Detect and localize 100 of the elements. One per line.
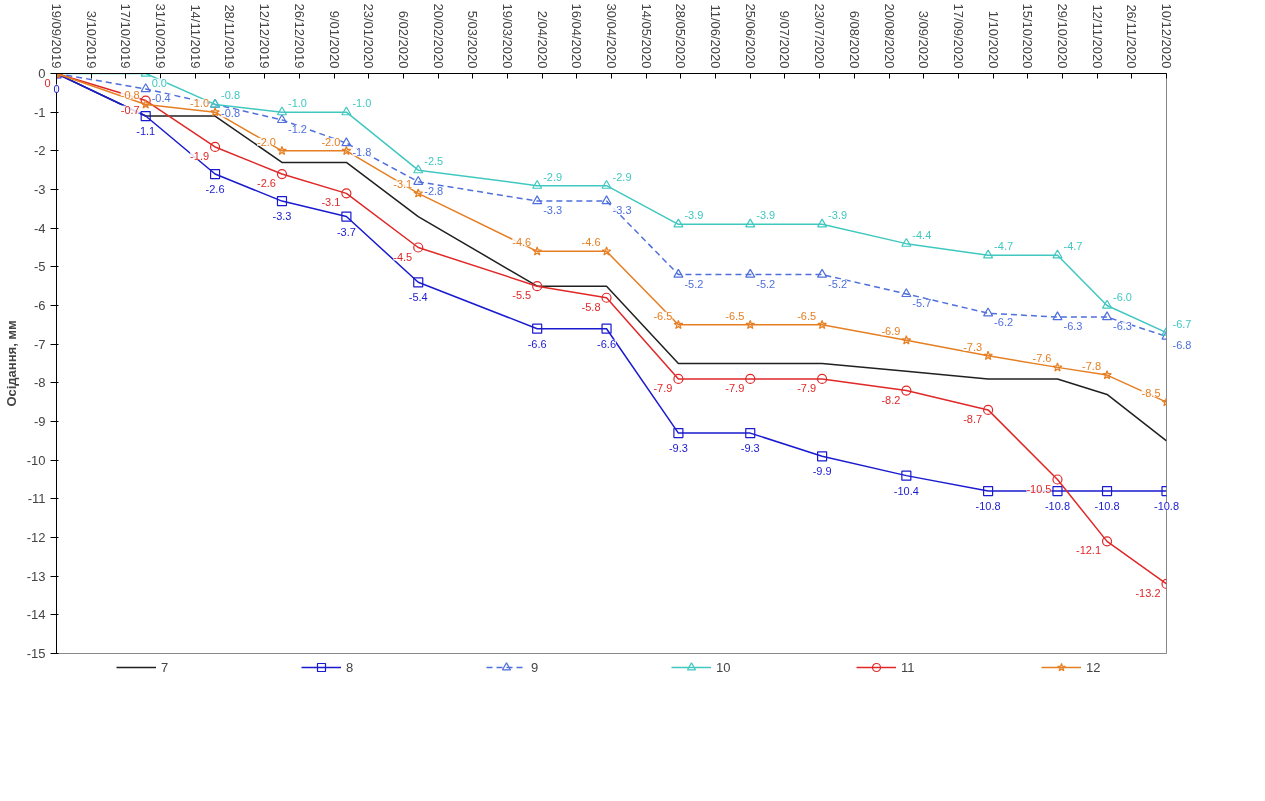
data-label: -6.3: [1063, 320, 1083, 333]
x-tick-label: 28/11/2019: [222, 4, 238, 69]
x-tick-label: 3/10/2019: [83, 10, 99, 69]
data-label: -0.7: [120, 103, 140, 116]
data-label: -6.9: [881, 325, 901, 338]
data-label: -0.4: [151, 91, 171, 104]
data-label: -1.9: [190, 149, 210, 162]
data-label: -4.6: [581, 236, 601, 249]
x-tick-label: 14/05/2020: [638, 3, 654, 69]
data-label: -0.8: [221, 107, 241, 120]
data-label: -0.8: [120, 89, 140, 102]
data-label: -8.7: [963, 412, 983, 425]
x-tick-label: 11/06/2020: [708, 4, 724, 69]
data-label: -2.5: [424, 155, 444, 168]
x-tick-label: 12/12/2019: [257, 3, 273, 69]
data-label: -10.8: [1094, 500, 1120, 513]
y-tick-label: -11: [27, 491, 46, 507]
data-label: -3.9: [756, 209, 776, 222]
data-label: -8.2: [881, 393, 901, 406]
x-tick-label: 26/12/2019: [291, 3, 307, 69]
x-tick-label: 31/10/2019: [153, 3, 169, 69]
data-label: -10.8: [1044, 500, 1071, 513]
x-tick-label: 26/11/2020: [1124, 4, 1140, 69]
data-label: -9.3: [740, 442, 760, 455]
data-label: -5.4: [408, 291, 428, 304]
data-label: -7.3: [963, 340, 983, 353]
x-tick-label: 9/01/2020: [326, 10, 342, 69]
x-tick-label: 19/03/2020: [499, 3, 515, 69]
y-tick-label: -12: [26, 530, 46, 545]
x-tick-label: 23/07/2020: [812, 3, 828, 69]
data-label: -5.7: [912, 296, 932, 309]
data-label: -4.7: [1063, 240, 1083, 253]
x-tick-label: 17/09/2020: [950, 3, 966, 69]
data-label: -9.9: [812, 465, 832, 478]
data-label: -6.6: [527, 337, 547, 350]
data-label: -5.8: [581, 300, 601, 313]
data-label: -2.6: [205, 183, 225, 196]
legend-label: 7: [161, 659, 170, 675]
data-label: 0.0: [151, 76, 167, 89]
data-label: -4.5: [393, 250, 413, 263]
data-label: -1.0: [287, 97, 307, 110]
data-label: -7.9: [653, 381, 673, 394]
y-tick-label: -8: [33, 375, 46, 391]
y-tick-label: -15: [26, 646, 46, 661]
x-tick-label: 30/04/2020: [604, 3, 619, 69]
data-label: -7.6: [1032, 352, 1052, 365]
data-label: -9.3: [668, 442, 688, 455]
data-label: -6.2: [994, 316, 1014, 329]
x-tick-label: 6/02/2020: [395, 10, 411, 69]
data-label: -12.1: [1075, 544, 1102, 557]
data-label: -7.9: [797, 381, 817, 394]
data-label: -1.0: [190, 97, 210, 110]
data-label: -10.8: [975, 500, 1001, 513]
data-label: -3.3: [272, 210, 292, 223]
x-tick-label: 29/10/2020: [1054, 3, 1070, 69]
legend-label: 9: [531, 659, 540, 675]
data-label: -1.1: [136, 125, 156, 138]
x-tick-label: 12/11/2020: [1089, 4, 1105, 69]
data-label: -6.6: [597, 337, 617, 350]
x-tick-label: 9/07/2020: [777, 10, 793, 69]
x-tick-label: 19/09/2019: [49, 3, 64, 69]
x-tick-label: 1/10/2020: [985, 10, 1001, 69]
x-tick-label: 16/04/2020: [569, 3, 585, 69]
data-label: -10.8: [1153, 500, 1180, 513]
data-label: -2.0: [257, 135, 276, 148]
data-label: -6.5: [653, 309, 673, 322]
y-tick-label: -10: [26, 452, 46, 468]
data-label: -2.6: [257, 177, 276, 190]
legend-label: 12: [1086, 659, 1102, 675]
data-label: -6.5: [797, 309, 817, 322]
legend-label: 8: [346, 659, 355, 675]
data-label: -3.7: [336, 225, 356, 238]
data-label: -1.2: [287, 122, 307, 135]
x-tick-label: 14/11/2019: [187, 4, 203, 69]
x-tick-label: 6/08/2020: [846, 10, 862, 69]
data-label: -8.5: [1141, 387, 1161, 400]
y-tick-label: -9: [33, 414, 46, 429]
y-tick-label: -5: [33, 259, 46, 275]
data-label: -2.0: [321, 135, 341, 148]
data-label: -1.8: [352, 146, 372, 159]
x-tick-label: 28/05/2020: [673, 3, 689, 69]
data-label: -3.9: [828, 209, 848, 222]
data-label: -6.0: [1113, 290, 1132, 303]
data-label: -0.8: [221, 89, 241, 102]
data-label: -13.2: [1135, 586, 1161, 599]
data-label: -4.7: [994, 240, 1014, 253]
y-tick-label: -2: [33, 143, 46, 159]
x-tick-label: 23/01/2020: [361, 3, 377, 69]
x-tick-label: 5/03/2020: [465, 10, 481, 69]
data-label: -3.1: [393, 178, 413, 191]
y-tick-label: -6: [33, 298, 46, 313]
data-label: -7.8: [1082, 360, 1102, 373]
y-tick-label: -4: [33, 220, 46, 236]
data-label: -3.9: [684, 209, 704, 222]
data-label: -6.3: [1113, 320, 1132, 333]
x-tick-label: 20/02/2020: [430, 3, 446, 69]
y-tick-label: -3: [33, 182, 46, 197]
data-label: -10.4: [893, 484, 919, 497]
y-tick-label: -1: [33, 104, 46, 120]
y-tick-label: -13: [26, 568, 46, 584]
